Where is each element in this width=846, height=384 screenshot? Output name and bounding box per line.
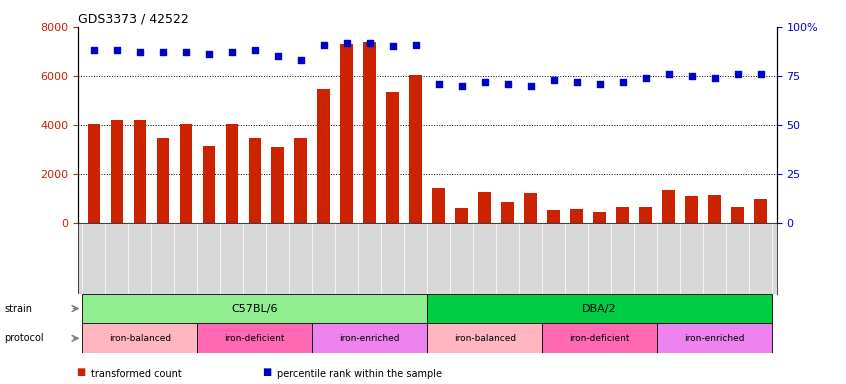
Point [639, 75, 652, 81]
Text: iron-enriched: iron-enriched [339, 334, 400, 343]
Text: strain: strain [4, 303, 32, 314]
Bar [409, 74, 422, 223]
Point [593, 81, 607, 87]
Point [662, 71, 675, 77]
Point [684, 73, 698, 79]
Bar [249, 138, 261, 223]
Point [294, 57, 308, 63]
Point [363, 40, 376, 46]
Text: iron-deficient: iron-deficient [224, 334, 285, 343]
Point [501, 81, 514, 87]
Bar [662, 190, 675, 223]
Bar [197, 323, 312, 353]
Bar [134, 120, 146, 223]
Bar [432, 189, 445, 223]
Text: percentile rank within the sample: percentile rank within the sample [277, 369, 442, 379]
Point [570, 79, 584, 85]
Bar [312, 323, 427, 353]
Bar [455, 208, 468, 223]
Point [478, 79, 492, 85]
Bar [317, 89, 330, 223]
Bar [525, 194, 537, 223]
Point [386, 43, 399, 50]
Point [271, 53, 284, 59]
Point [754, 71, 767, 77]
Point [157, 49, 170, 55]
Point [225, 49, 239, 55]
Point [731, 71, 744, 77]
Bar [502, 202, 514, 223]
Point [340, 40, 354, 46]
Bar [82, 294, 427, 323]
Bar [755, 199, 766, 223]
Bar [427, 323, 542, 353]
Bar [82, 323, 197, 353]
Point [202, 51, 216, 57]
Bar [542, 323, 657, 353]
Point [708, 75, 722, 81]
Point [455, 83, 469, 89]
Point [547, 77, 560, 83]
Bar [657, 323, 772, 353]
Bar [226, 124, 239, 223]
Bar [179, 124, 192, 223]
Text: iron-balanced: iron-balanced [453, 334, 516, 343]
Text: ■: ■ [262, 367, 272, 377]
Bar [616, 207, 629, 223]
Point [179, 49, 193, 55]
Bar [294, 138, 307, 223]
Point [432, 81, 446, 87]
Bar [157, 138, 169, 223]
Text: transformed count: transformed count [91, 369, 182, 379]
Text: iron-enriched: iron-enriched [684, 334, 744, 343]
Point [133, 49, 146, 55]
Bar [272, 147, 284, 223]
Bar [593, 212, 606, 223]
Bar [427, 294, 772, 323]
Point [248, 47, 261, 53]
Bar [731, 207, 744, 223]
Point [110, 47, 124, 53]
Text: GDS3373 / 42522: GDS3373 / 42522 [78, 13, 189, 26]
Text: iron-balanced: iron-balanced [109, 334, 171, 343]
Bar [340, 44, 353, 223]
Point [616, 79, 629, 85]
Bar [478, 192, 491, 223]
Bar [111, 120, 124, 223]
Bar [547, 210, 560, 223]
Bar [570, 209, 583, 223]
Bar [708, 195, 721, 223]
Bar [640, 207, 652, 223]
Text: ■: ■ [76, 367, 85, 377]
Bar [387, 92, 399, 223]
Point [524, 83, 537, 89]
Bar [364, 41, 376, 223]
Bar [202, 146, 215, 223]
Text: DBA/2: DBA/2 [582, 303, 617, 314]
Text: protocol: protocol [4, 333, 44, 343]
Bar [88, 124, 100, 223]
Point [317, 41, 331, 48]
Bar [685, 196, 698, 223]
Point [87, 47, 101, 53]
Text: C57BL/6: C57BL/6 [232, 303, 278, 314]
Text: iron-deficient: iron-deficient [569, 334, 630, 343]
Point [409, 41, 422, 48]
